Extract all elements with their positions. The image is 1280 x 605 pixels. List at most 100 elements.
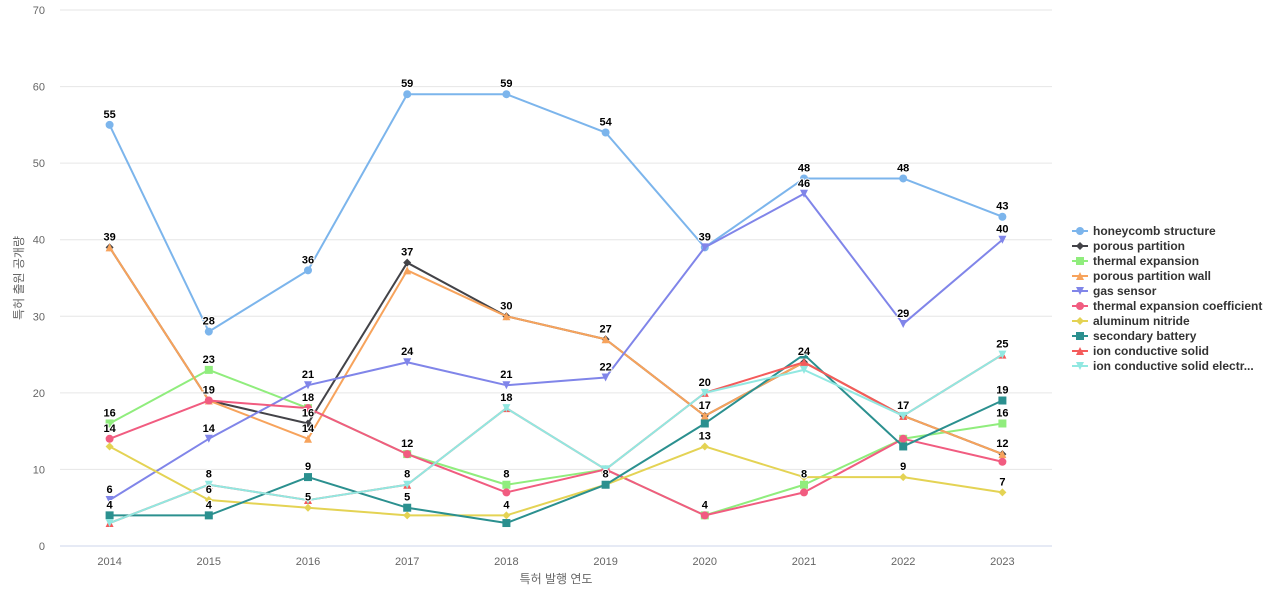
data-point bbox=[899, 174, 908, 183]
data-point bbox=[502, 90, 511, 99]
data-label: 46 bbox=[798, 178, 810, 190]
data-label: 9 bbox=[305, 461, 311, 473]
legend-item[interactable]: thermal expansion bbox=[1072, 253, 1262, 268]
data-point bbox=[502, 404, 511, 413]
data-label: 37 bbox=[401, 247, 413, 259]
data-point bbox=[502, 312, 511, 321]
series-line bbox=[109, 192, 1004, 501]
data-point bbox=[304, 473, 312, 482]
legend-swatch-marker bbox=[1076, 301, 1084, 310]
data-point bbox=[403, 450, 412, 459]
legend-swatch-marker bbox=[1076, 271, 1084, 280]
x-tick-label: 2022 bbox=[891, 556, 915, 568]
data-point bbox=[800, 189, 808, 198]
data-point bbox=[601, 335, 610, 344]
data-point bbox=[502, 381, 511, 390]
series-gas-sensor bbox=[105, 189, 1007, 505]
legend-label: gas sensor bbox=[1093, 283, 1157, 298]
data-label: 24 bbox=[798, 346, 811, 358]
data-point bbox=[998, 350, 1007, 359]
data-point bbox=[700, 411, 709, 420]
data-label: 59 bbox=[401, 78, 413, 90]
legend-item[interactable]: aluminum nitride bbox=[1072, 313, 1262, 328]
data-point bbox=[204, 365, 213, 374]
data-label: 14 bbox=[203, 423, 216, 435]
data-point bbox=[998, 212, 1007, 221]
data-label: 39 bbox=[103, 231, 115, 243]
data-point bbox=[700, 243, 709, 252]
data-label: 17 bbox=[699, 400, 711, 412]
data-point bbox=[700, 442, 709, 451]
data-label: 5 bbox=[305, 492, 311, 504]
data-point bbox=[800, 365, 808, 374]
legend-label: secondary battery bbox=[1093, 328, 1197, 343]
data-point bbox=[204, 327, 213, 336]
legend-label: porous partition bbox=[1093, 238, 1185, 253]
data-point bbox=[601, 128, 610, 137]
data-label: 21 bbox=[500, 369, 512, 381]
series-ion-conductive-solid-electr bbox=[105, 350, 1007, 528]
data-point bbox=[304, 404, 312, 413]
data-point bbox=[998, 396, 1007, 405]
data-label: 8 bbox=[503, 469, 509, 481]
data-point bbox=[998, 419, 1007, 428]
series-thermal-expansion bbox=[105, 365, 1007, 520]
legend-item[interactable]: ion conductive solid electr... bbox=[1072, 358, 1262, 373]
legend-swatch-icon bbox=[1072, 256, 1088, 265]
legend-item[interactable]: honeycomb structure bbox=[1072, 223, 1262, 238]
chart-legend: honeycomb structure porous partition therm… bbox=[1072, 223, 1262, 373]
legend-item[interactable]: thermal expansion coefficient bbox=[1072, 298, 1262, 313]
data-point bbox=[204, 496, 213, 505]
data-label: 6 bbox=[206, 484, 212, 496]
data-label: 4 bbox=[702, 499, 709, 511]
data-point bbox=[998, 457, 1007, 466]
x-tick-label: 2014 bbox=[97, 556, 121, 568]
data-label: 20 bbox=[699, 377, 711, 389]
data-label: 22 bbox=[599, 362, 611, 374]
legend-label: ion conductive solid bbox=[1093, 343, 1210, 358]
data-point bbox=[105, 519, 114, 528]
data-point bbox=[105, 511, 114, 520]
series-line bbox=[109, 399, 1003, 517]
data-label: 21 bbox=[302, 369, 314, 381]
data-point bbox=[899, 434, 908, 443]
legend-item[interactable]: porous partition bbox=[1072, 238, 1262, 253]
data-point bbox=[800, 350, 808, 359]
legend-swatch-marker bbox=[1076, 286, 1084, 295]
legend-swatch-icon bbox=[1072, 331, 1088, 340]
data-point bbox=[899, 319, 908, 328]
data-label: 39 bbox=[699, 231, 711, 243]
series-line bbox=[109, 353, 1003, 524]
legend-item[interactable]: porous partition wall bbox=[1072, 268, 1262, 283]
data-label: 43 bbox=[996, 201, 1008, 213]
data-point bbox=[204, 434, 213, 443]
legend-item[interactable]: gas sensor bbox=[1072, 283, 1262, 298]
data-label: 36 bbox=[302, 254, 314, 266]
legend-swatch-icon bbox=[1072, 316, 1088, 325]
x-tick-label: 2017 bbox=[395, 556, 419, 568]
data-point bbox=[105, 434, 114, 443]
legend-item[interactable]: ion conductive solid bbox=[1072, 343, 1262, 358]
data-point bbox=[899, 411, 908, 420]
x-tick-label: 2021 bbox=[792, 556, 816, 568]
legend-swatch-marker bbox=[1076, 316, 1084, 325]
legend-swatch-icon bbox=[1072, 346, 1088, 355]
series-line bbox=[108, 93, 1003, 333]
legend-swatch-marker bbox=[1076, 226, 1084, 235]
data-point bbox=[502, 488, 511, 497]
data-point bbox=[800, 480, 808, 489]
data-point bbox=[105, 496, 114, 505]
legend-item[interactable]: secondary battery bbox=[1072, 328, 1262, 343]
data-label: 16 bbox=[996, 407, 1008, 419]
data-label: 55 bbox=[103, 109, 115, 121]
legend-swatch-icon bbox=[1072, 301, 1088, 310]
data-point bbox=[403, 511, 412, 520]
legend-label: porous partition wall bbox=[1093, 268, 1212, 283]
legend-swatch-marker bbox=[1076, 331, 1084, 340]
data-label: 4 bbox=[107, 499, 114, 511]
data-label: 54 bbox=[599, 117, 612, 129]
legend-swatch-marker bbox=[1076, 346, 1084, 355]
data-point bbox=[403, 258, 412, 267]
x-tick-label: 2020 bbox=[693, 556, 717, 568]
